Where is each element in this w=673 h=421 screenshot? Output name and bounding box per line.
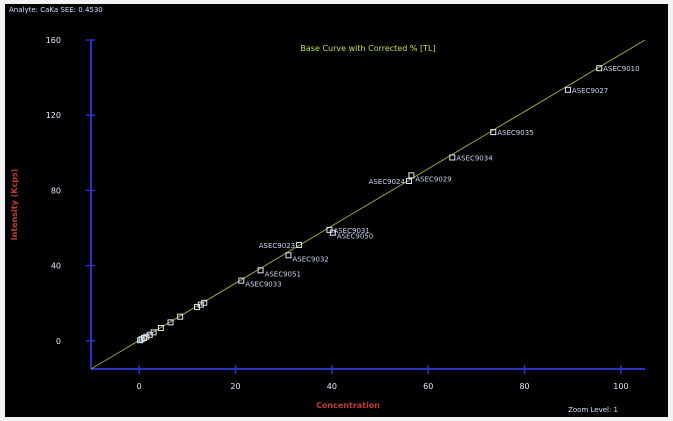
y-tick-label: 80 [51,186,61,195]
point-label: ASEC9033 [245,281,281,289]
x-tick-label: 60 [423,382,433,391]
point-label: ASEC9023 [259,242,295,250]
chart-title: Base Curve with Corrected % [TL] [300,44,435,53]
data-point [490,129,497,136]
y-axis-label: Intensity (Kcps) [10,169,19,241]
point-label: ASEC9031 [333,227,369,235]
point-label: ASEC9051 [265,270,301,278]
data-point [197,301,204,308]
point-label: ASEC9050 [337,233,373,241]
x-tick-label: 100 [613,382,628,391]
point-label: ASEC9032 [293,255,329,263]
y-tick-label: 160 [46,36,61,45]
chart-panel: Analyte: CaKa SEE: 0.4530 Base Curve wit… [5,4,668,417]
data-point [143,333,150,340]
data-point [449,154,456,161]
data-point [150,329,157,336]
y-tick-label: 40 [51,262,61,271]
data-point [596,65,603,72]
point-label: ASEC9024 [369,178,406,186]
data-point [408,172,415,179]
y-tick-label: 120 [46,111,61,120]
x-tick-label: 80 [519,382,529,391]
data-point [329,229,336,236]
data-point [201,299,208,306]
x-axis-label: Concentration [316,401,380,410]
data-point [167,319,174,326]
point-label: ASEC9027 [572,87,608,95]
point-label: ASEC9010 [603,65,639,73]
x-tick-label: 40 [327,382,337,391]
data-point [405,178,412,184]
y-tick-label: 0 [56,337,61,346]
data-point [157,325,164,332]
zoom-level: Zoom Level: 1 [568,406,618,414]
x-tick-label: 20 [230,382,240,391]
data-point [285,252,292,259]
data-point [177,313,184,320]
x-tick-label: 0 [137,382,142,391]
data-point [564,86,571,93]
data-point [238,277,245,284]
point-label: ASEC9035 [497,129,533,137]
analyte-header: Analyte: CaKa SEE: 0.4530 [9,6,103,14]
calibration-chart: Base Curve with Corrected % [TL] 0 40 80 120… [10,36,646,410]
data-point [296,241,303,248]
fit-line [90,39,646,370]
point-label: ASEC9029 [415,175,451,183]
data-point [257,267,264,274]
point-label: ASEC9034 [456,155,493,163]
